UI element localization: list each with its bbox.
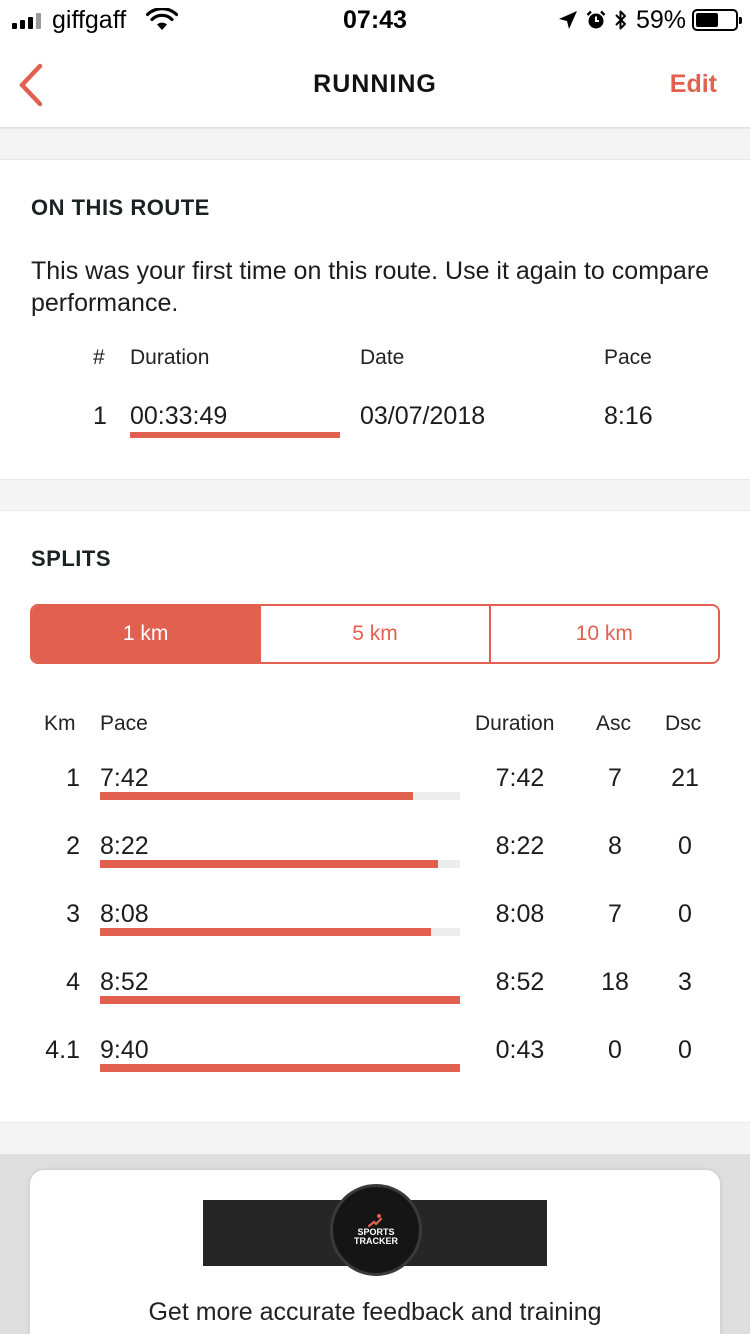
splits-col-pace: Pace [100, 712, 148, 735]
heart-rate-sensor-image: SPORTS TRACKER [330, 1184, 422, 1276]
route-row-date: 03/07/2018 [360, 402, 486, 430]
pace-bar [100, 860, 439, 868]
split-km: 2 [66, 832, 80, 860]
clock: 07:43 [343, 6, 407, 34]
splits-col-duration: Duration [475, 712, 555, 735]
split-km: 4 [66, 968, 80, 996]
route-col-duration: Duration [130, 346, 210, 369]
nav-bar: RUNNING Edit [0, 40, 750, 128]
route-row-duration: 00:33:49 [130, 402, 228, 430]
route-col-num: # [93, 346, 105, 369]
split-pace: 7:42 [100, 764, 149, 792]
pace-bar [100, 996, 460, 1004]
runner-icon [367, 1214, 383, 1228]
location-arrow-icon [558, 11, 577, 29]
split-duration: 8:08 [495, 900, 545, 928]
bluetooth-icon [615, 10, 626, 30]
table-row: 4.1 9:40 0:43 0 0 [0, 1036, 750, 1096]
split-descent: 0 [678, 1036, 692, 1064]
section-divider [0, 128, 750, 160]
pace-bar-track [100, 860, 460, 868]
section-divider [0, 479, 750, 511]
promo-text: Get more accurate feedback and training [148, 1298, 602, 1326]
split-distance-selector: 1 km 5 km 10 km [30, 604, 720, 664]
tab-5-km[interactable]: 5 km [259, 606, 489, 662]
split-ascent: 7 [608, 900, 622, 928]
battery-icon [692, 9, 742, 31]
split-descent: 3 [678, 968, 692, 996]
route-description: This was your first time on this route. … [31, 257, 710, 317]
split-descent: 0 [678, 900, 692, 928]
tab-10-km[interactable]: 10 km [488, 606, 718, 662]
split-descent: 0 [678, 832, 692, 860]
tab-1-km[interactable]: 1 km [32, 606, 260, 662]
pace-bar-track [100, 996, 460, 1004]
split-km: 1 [66, 764, 80, 792]
splits-col-asc: Asc [596, 712, 632, 735]
sports-tracker-logo-line2: TRACKER [354, 1236, 398, 1246]
promo-card[interactable]: SPORTS TRACKER Get more accurate feedbac… [30, 1170, 720, 1334]
split-duration: 8:22 [495, 832, 545, 860]
section-divider [0, 1122, 750, 1154]
page-title: RUNNING [313, 70, 437, 98]
sports-tracker-logo-line1: SPORTS [357, 1227, 395, 1237]
split-ascent: 8 [608, 832, 622, 860]
split-pace: 8:22 [100, 832, 149, 860]
battery-percent: 59% [635, 5, 686, 34]
route-row-num: 1 [93, 402, 107, 430]
route-col-date: Date [360, 346, 405, 369]
split-duration: 7:42 [495, 764, 545, 792]
table-row: 3 8:08 8:08 7 0 [0, 900, 750, 960]
wifi-icon [146, 8, 178, 30]
split-ascent: 7 [608, 764, 622, 792]
pace-bar-track [100, 1064, 460, 1072]
route-row-pace: 8:16 [604, 402, 653, 430]
table-row: 1 7:42 7:42 7 21 [0, 764, 750, 824]
splits-col-km: Km [44, 712, 76, 735]
split-km: 4.1 [45, 1036, 80, 1064]
split-descent: 21 [671, 764, 699, 792]
status-bar: giffgaff 07:43 59% [0, 0, 750, 40]
signal-icon [12, 13, 48, 29]
pace-bar [100, 928, 432, 936]
alarm-icon [586, 10, 606, 29]
table-row: 2 8:22 8:22 8 0 [0, 832, 750, 892]
split-duration: 8:52 [495, 968, 545, 996]
route-duration-bar [130, 432, 340, 438]
chevron-left-icon[interactable] [14, 62, 50, 108]
table-row: 4 8:52 8:52 18 3 [0, 968, 750, 1028]
status-right: 59% [558, 5, 742, 34]
split-ascent: 0 [608, 1036, 622, 1064]
route-section-header: ON THIS ROUTE [31, 195, 210, 220]
edit-button[interactable]: Edit [669, 70, 717, 98]
split-pace: 8:52 [100, 968, 149, 996]
split-pace: 9:40 [100, 1036, 149, 1064]
pace-bar-track [100, 792, 460, 800]
split-duration: 0:43 [495, 1036, 545, 1064]
carrier-name: giffgaff [52, 6, 127, 34]
splits-section-header: SPLITS [31, 546, 112, 571]
pace-bar-track [100, 928, 460, 936]
split-km: 3 [66, 900, 80, 928]
pace-bar [100, 792, 414, 800]
route-col-pace: Pace [604, 346, 652, 369]
pace-bar [100, 1064, 460, 1072]
split-pace: 8:08 [100, 900, 149, 928]
split-ascent: 18 [601, 968, 629, 996]
splits-col-dsc: Dsc [665, 712, 702, 735]
